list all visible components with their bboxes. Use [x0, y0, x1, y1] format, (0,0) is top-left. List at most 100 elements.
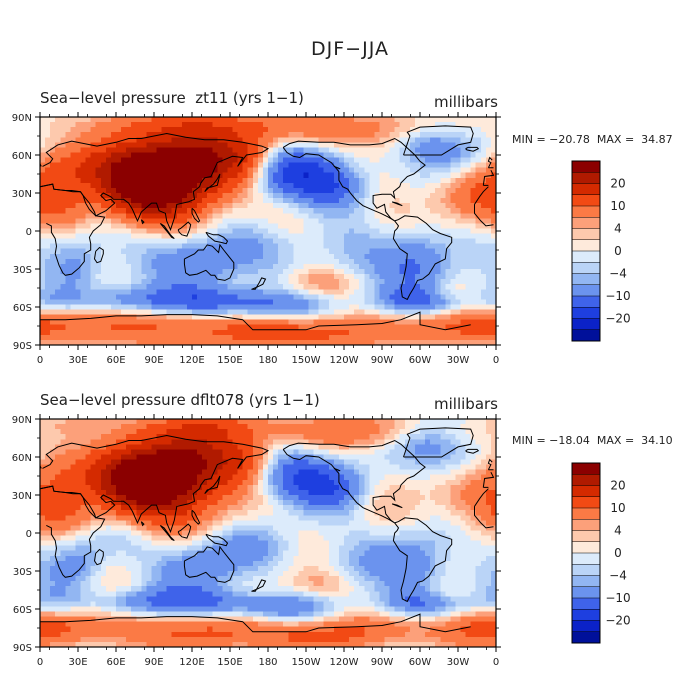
coastline: [39, 132, 495, 232]
pressure-field: [40, 419, 497, 648]
colorbar: 20 10 4 0 −4 −10 −20: [571, 462, 631, 644]
x-tick-label: 90E: [144, 657, 163, 668]
units-label: millibars: [434, 395, 498, 413]
colorbar-label: 10: [610, 501, 625, 515]
colorbar-swatch: [572, 329, 600, 342]
x-tick-label: 180: [258, 657, 277, 668]
x-tick-label: 60E: [106, 657, 125, 668]
coastline: [204, 173, 221, 193]
x-tick-label: 30E: [68, 657, 87, 668]
colorbar-swatch: [572, 586, 600, 599]
x-tick-label: 0: [493, 355, 499, 366]
max-label: MAX = 34.10: [596, 434, 673, 447]
coastline: [465, 146, 480, 152]
y-tick-label: 30N: [12, 491, 32, 502]
x-tick-label: 150E: [217, 355, 242, 366]
colorbar-label: 4: [614, 524, 622, 538]
colorbar-swatch: [572, 217, 600, 229]
coastline: [333, 165, 341, 170]
colorbar-swatch: [572, 183, 600, 196]
colorbar: 20 10 4 0 −4 −10 −20: [571, 160, 631, 342]
colorbar-swatch: [572, 194, 600, 207]
colorbar-swatch: [572, 530, 600, 543]
x-tick-label: 0: [37, 355, 43, 366]
colorbar-swatch: [572, 318, 600, 331]
x-tick-label: 0: [37, 657, 43, 668]
coastline: [204, 475, 221, 495]
y-tick-label: 60S: [13, 605, 32, 616]
y-tick-label: 90S: [13, 643, 32, 654]
x-tick-label: 120E: [179, 657, 204, 668]
x-tick-label: 30W: [447, 355, 470, 366]
colorbar-swatch: [572, 575, 600, 588]
x-tick-label: 120W: [330, 355, 359, 366]
x-tick-label: 120E: [179, 355, 204, 366]
y-tick-label: 60N: [12, 453, 32, 464]
minmax-label: MIN = −20.78 MAX = 34.87: [512, 133, 673, 146]
colorbar-label: 10: [610, 199, 625, 213]
colorbar-swatch: [572, 564, 600, 576]
colorbar-swatch: [572, 496, 600, 509]
x-tick-label: 90W: [371, 355, 394, 366]
colorbar-label: 0: [614, 244, 622, 258]
colorbar-label: −20: [605, 312, 630, 326]
y-tick-label: 30N: [12, 189, 32, 200]
coastline: [392, 215, 453, 301]
colorbar-swatch: [572, 598, 600, 610]
max-label: MAX = 34.87: [596, 133, 673, 146]
y-tick-label: 90N: [12, 415, 32, 426]
x-tick-label: 90E: [144, 355, 163, 366]
colorbar-swatch: [572, 172, 600, 184]
y-tick-label: 60N: [12, 151, 32, 162]
coastline: [39, 183, 494, 276]
colorbar-swatch: [572, 161, 600, 173]
x-tick-label: 30W: [447, 657, 470, 668]
coastline: [183, 545, 235, 583]
panel-title: Sea−level pressure zt11 (yrs 1−1): [40, 89, 304, 107]
colorbar-label: 0: [614, 546, 622, 560]
colorbar-swatch: [572, 519, 600, 531]
x-tick-label: 150E: [217, 657, 242, 668]
coastline: [191, 207, 201, 223]
colorbar-swatch: [572, 228, 600, 241]
coastline: [282, 137, 426, 222]
y-tick-label: 90N: [12, 113, 32, 124]
coastline: [391, 503, 403, 509]
colorbar-label: −10: [605, 591, 630, 605]
coastline: [183, 243, 235, 281]
colorbar-swatch: [572, 508, 600, 520]
coastline: [391, 201, 403, 207]
coastline: [205, 231, 229, 245]
colorbar-label: 20: [610, 177, 625, 191]
coastline: [403, 427, 474, 458]
coastline: [159, 222, 175, 240]
coastline: [465, 448, 480, 454]
pressure-field: [40, 117, 497, 346]
y-tick-label: 30S: [13, 265, 32, 276]
map-panel-bottom: 0 30E 60E 90E 120E 150E 180 150W 120W 90W 60W 30W 09…: [12, 414, 501, 668]
figure-title: DJF−JJA: [311, 38, 389, 60]
panel-title: Sea−level pressure dflt078 (yrs 1−1): [40, 391, 320, 409]
coastline: [159, 524, 175, 542]
colorbar-swatch: [572, 273, 600, 286]
y-tick-label: 60S: [13, 303, 32, 314]
colorbar-label: −10: [605, 289, 630, 303]
colorbar-label: 20: [610, 479, 625, 493]
units-label: millibars: [434, 93, 498, 111]
coastline: [251, 579, 267, 592]
coastline: [177, 221, 192, 237]
coastline: [39, 434, 495, 534]
x-tick-label: 120W: [330, 657, 359, 668]
coastline: [93, 548, 104, 566]
x-tick-label: 150W: [292, 657, 321, 668]
coastline: [392, 517, 453, 603]
x-tick-label: 60E: [106, 355, 125, 366]
colorbar-swatch: [572, 262, 600, 274]
colorbar-swatch: [572, 553, 600, 565]
coastline: [40, 613, 471, 633]
coastline: [177, 523, 192, 539]
colorbar-swatch: [572, 485, 600, 498]
colorbar-swatch: [572, 620, 600, 633]
coastline: [40, 311, 471, 331]
colorbar-swatch: [572, 541, 600, 554]
